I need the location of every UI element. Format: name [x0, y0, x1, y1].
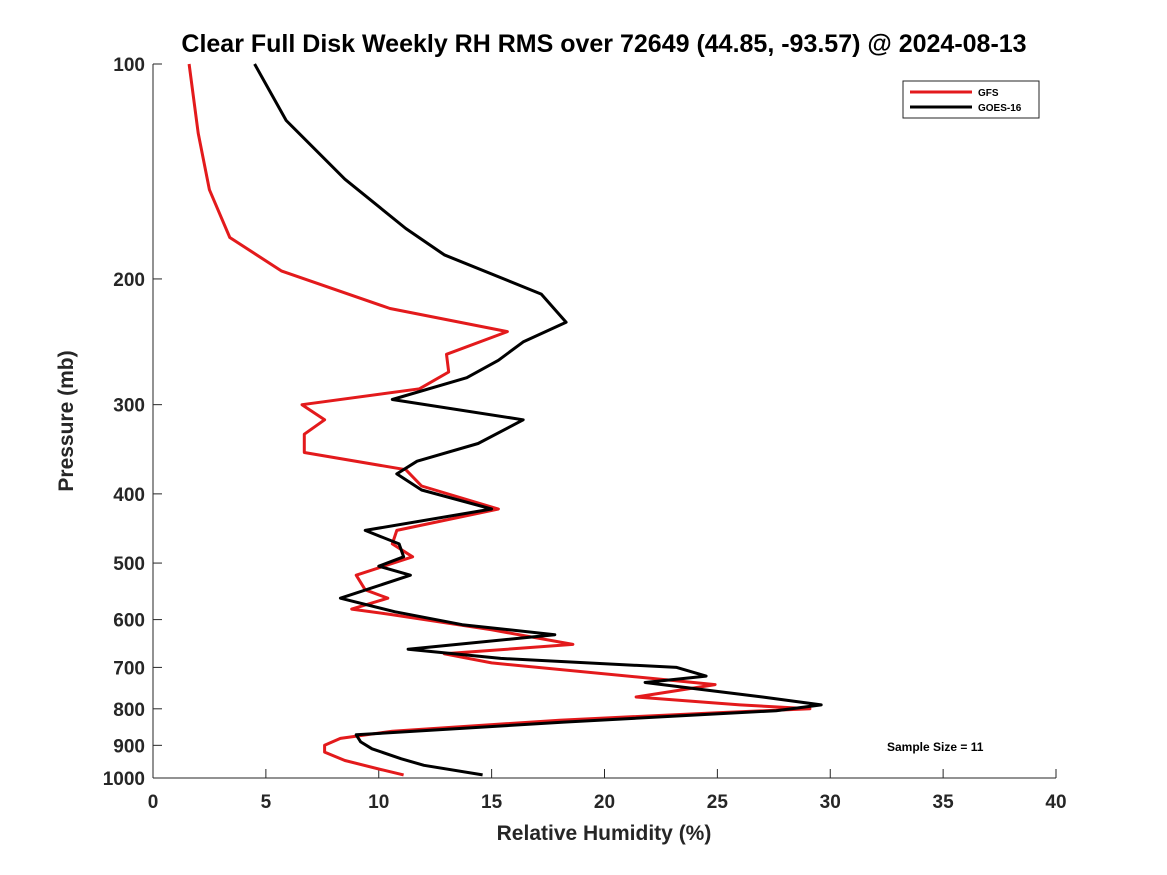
y-tick-label: 200 — [113, 270, 145, 291]
x-tick-label: 20 — [594, 792, 615, 813]
y-axis-ticks: 100 200 300 400 500 600 700 800 900 1000 — [103, 55, 162, 790]
y-tick-label: 100 — [113, 55, 145, 76]
legend-label-gfs: GFS — [978, 88, 999, 99]
x-tick-label: 10 — [368, 792, 389, 813]
sample-size-annotation: Sample Size = 11 — [887, 740, 984, 754]
x-tick-label: 0 — [148, 792, 159, 813]
x-tick-label: 35 — [933, 792, 955, 813]
x-axis-ticks: 0 5 10 15 20 25 30 35 40 — [148, 769, 1067, 813]
legend: GFS GOES-16 — [902, 80, 1040, 119]
legend-label-goes16: GOES-16 — [978, 103, 1022, 114]
y-tick-label: 1000 — [103, 769, 145, 790]
x-tick-label: 5 — [261, 792, 272, 813]
y-tick-label: 600 — [113, 611, 145, 632]
y-tick-label: 900 — [113, 736, 145, 757]
y-tick-label: 400 — [113, 485, 145, 506]
legend-box — [902, 80, 1040, 119]
y-tick-label: 500 — [113, 554, 145, 575]
y-tick-label: 800 — [113, 700, 145, 721]
x-tick-label: 30 — [820, 792, 841, 813]
y-tick-label: 300 — [113, 396, 145, 417]
chart-title: Clear Full Disk Weekly RH RMS over 72649… — [181, 30, 1026, 58]
series-line-goes16 — [253, 63, 823, 777]
series-layer — [187, 63, 823, 777]
x-tick-label: 40 — [1045, 792, 1066, 813]
y-tick-label: 700 — [113, 658, 145, 679]
x-tick-label: 15 — [481, 792, 503, 813]
x-tick-label: 25 — [707, 792, 729, 813]
y-axis-label: Pressure (mb) — [55, 350, 78, 491]
x-axis-label: Relative Humidity (%) — [497, 822, 712, 845]
